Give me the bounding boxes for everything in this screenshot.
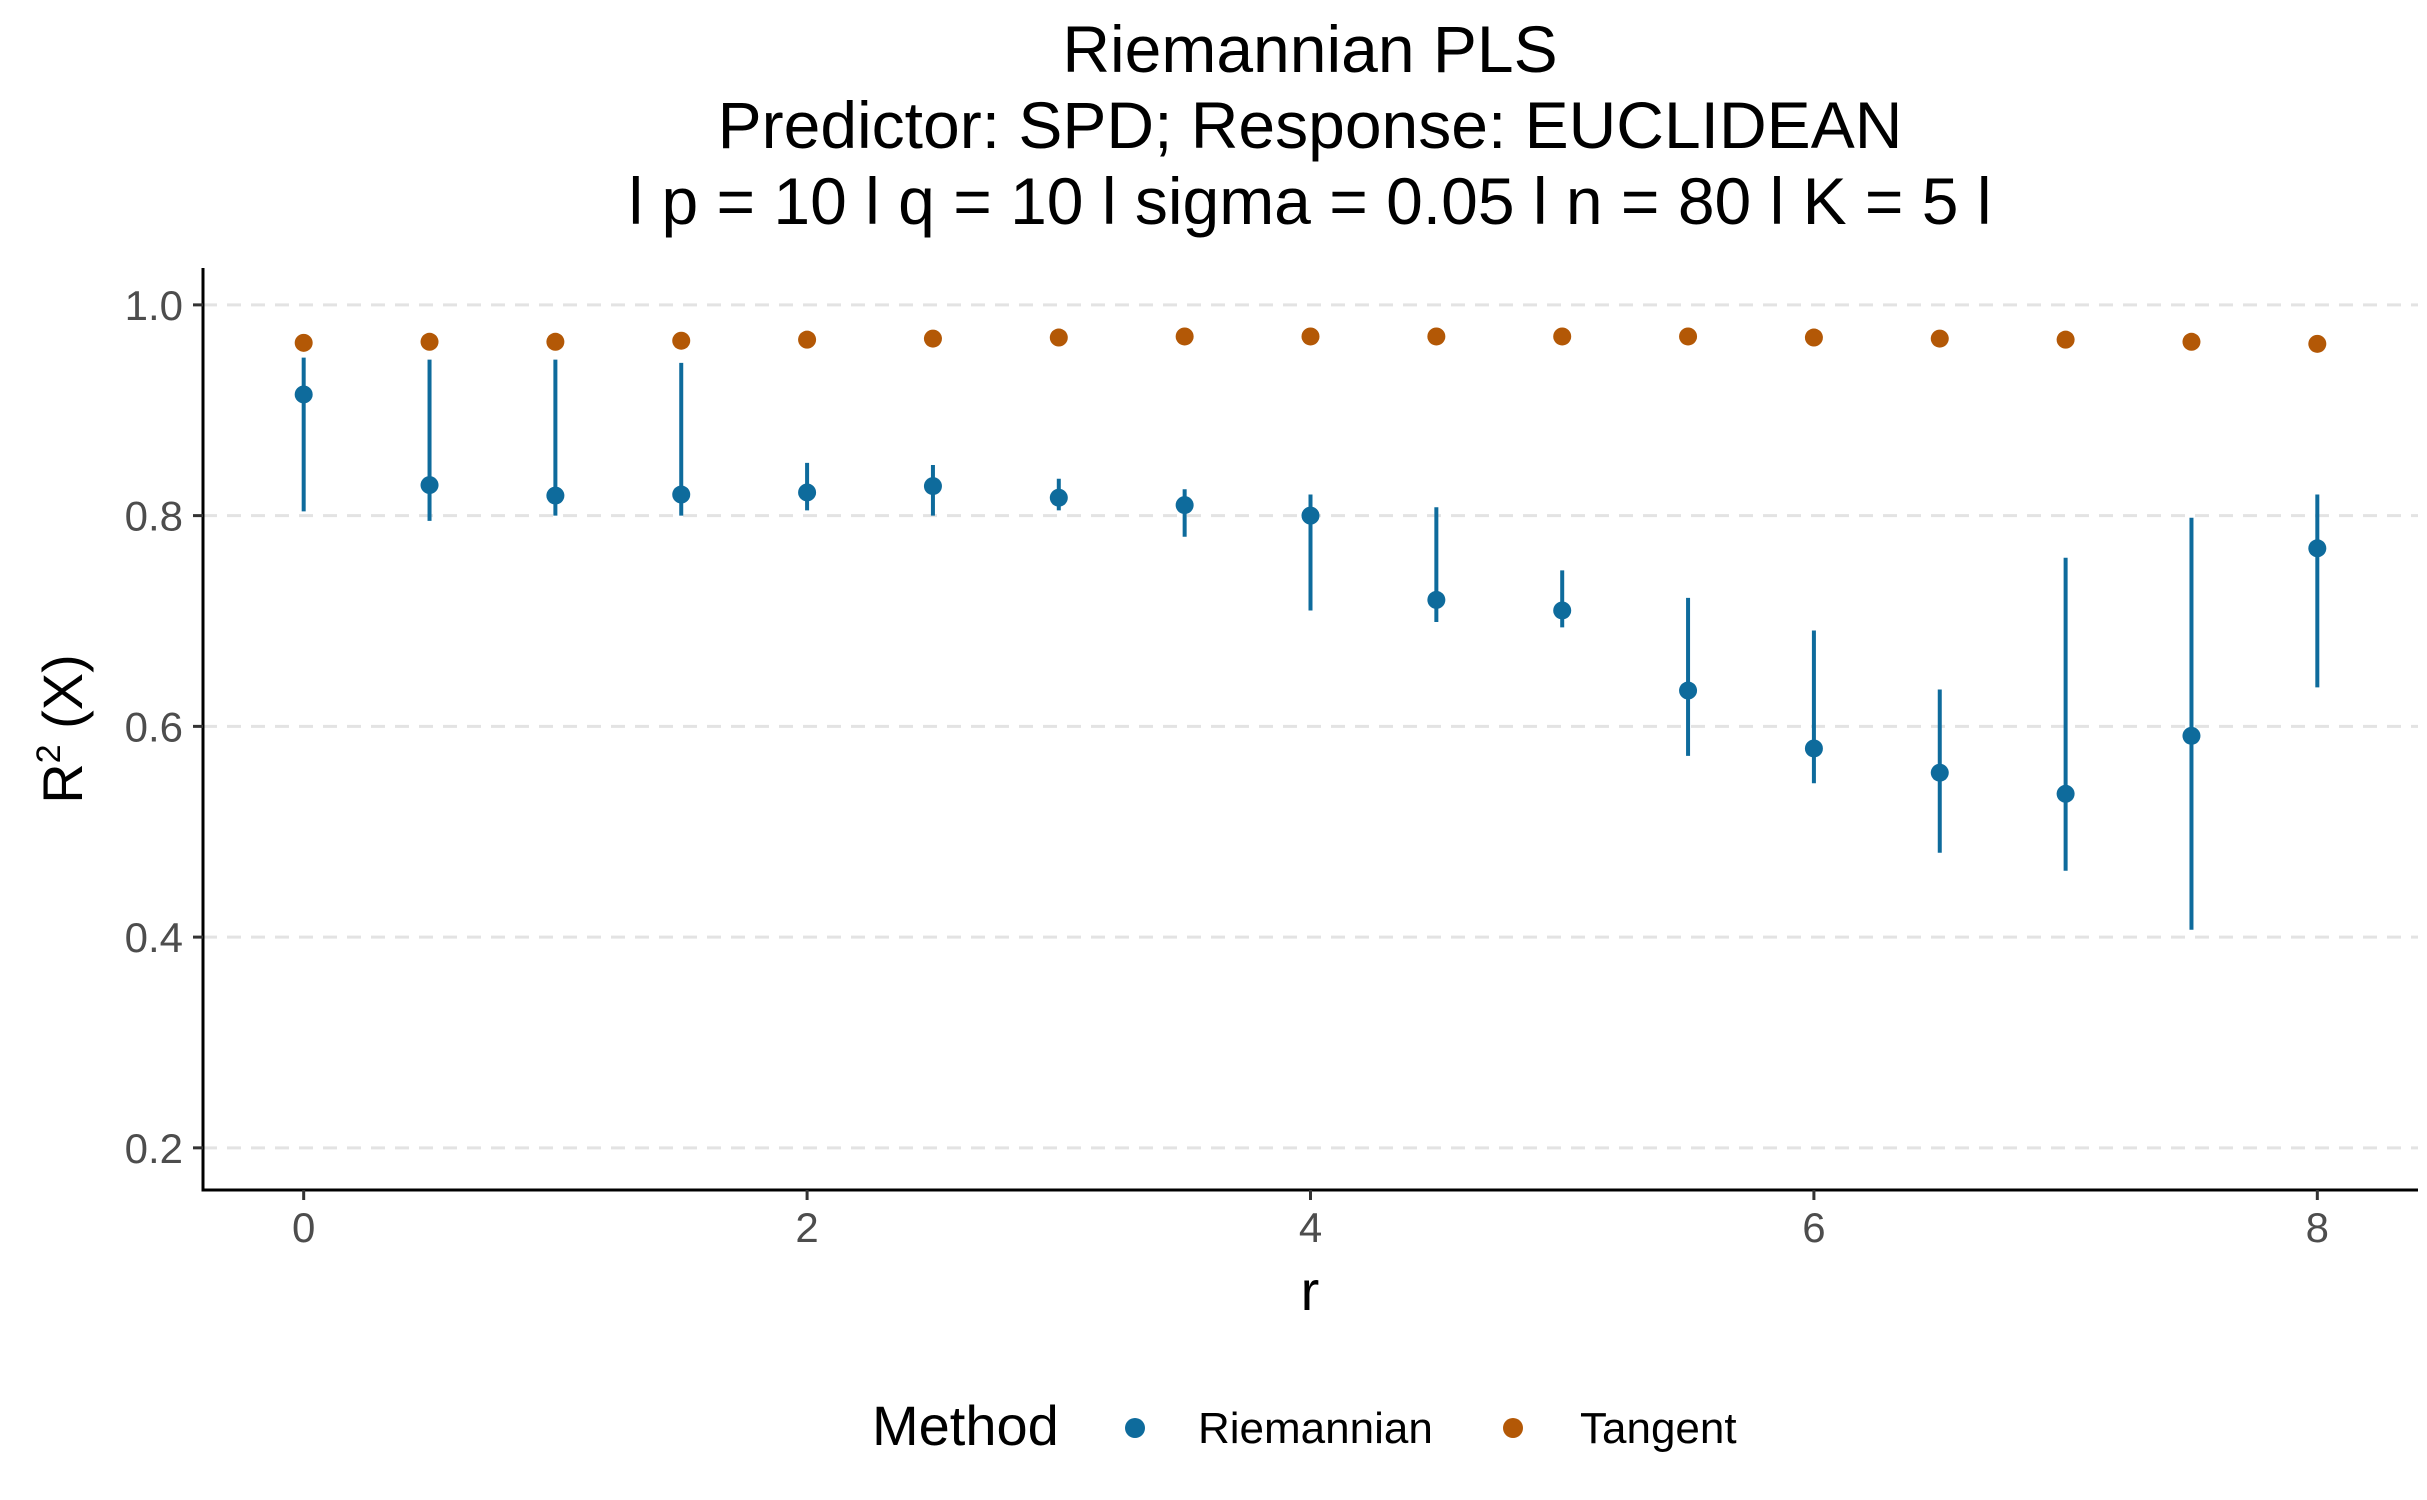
y-tick-label-0.2: 0.2: [125, 1125, 183, 1172]
point-riemannian-1: [420, 476, 439, 495]
y-axis-title-superscript: 2: [30, 744, 68, 763]
legend-key-tangent: [1503, 1418, 1523, 1438]
point-tangent-13: [1930, 329, 1949, 348]
title-line-2: Predictor: SPD; Response: EUCLIDEAN: [718, 88, 1903, 162]
point-tangent-3: [672, 331, 691, 350]
point-tangent-0: [294, 333, 313, 352]
y-tick-label-0.4: 0.4: [125, 914, 183, 961]
legend: Method Riemannian Tangent: [872, 1394, 1737, 1457]
error-bars: [301, 357, 2320, 930]
legend-title: Method: [872, 1394, 1059, 1457]
y-axis-title-text: R2 (X): [30, 654, 94, 804]
point-riemannian-4: [798, 483, 817, 502]
legend-key-riemannian: [1125, 1418, 1145, 1438]
point-riemannian-9: [1427, 590, 1446, 609]
y-tick-label-0.8: 0.8: [125, 493, 183, 540]
point-riemannian-11: [1679, 681, 1698, 700]
point-tangent-15: [2182, 332, 2201, 351]
title-line-1: Riemannian PLS: [1062, 12, 1557, 86]
point-riemannian-0: [294, 385, 313, 404]
point-riemannian-12: [1804, 739, 1823, 758]
legend-label-riemannian: Riemannian: [1198, 1404, 1433, 1453]
y-axis-title-main: R: [31, 763, 94, 803]
data-points: [294, 327, 2327, 803]
point-tangent-1: [420, 332, 439, 351]
point-tangent-7: [1175, 327, 1194, 346]
point-riemannian-13: [1930, 763, 1949, 782]
y-axis-title-rest: (X): [31, 654, 94, 744]
gridlines: [203, 303, 2418, 1150]
point-riemannian-7: [1175, 496, 1194, 515]
x-tick-label-4: 4: [1299, 1204, 1322, 1251]
x-tick-label-0: 0: [292, 1204, 315, 1251]
point-tangent-16: [2308, 334, 2327, 353]
title-line-3: l p = 10 l q = 10 l sigma = 0.05 l n = 8…: [628, 164, 1991, 238]
point-tangent-11: [1679, 327, 1698, 346]
point-riemannian-14: [2056, 784, 2075, 803]
legend-label-tangent: Tangent: [1580, 1404, 1737, 1453]
point-riemannian-2: [546, 486, 565, 505]
chart-title: Riemannian PLS Predictor: SPD; Response:…: [628, 12, 1991, 238]
x-tick-label-6: 6: [1802, 1204, 1825, 1251]
point-tangent-4: [798, 330, 817, 349]
y-axis-title: R2 (X): [30, 654, 94, 804]
point-riemannian-5: [923, 477, 942, 496]
y-axis-ticks: 0.2 0.4 0.6 0.8 1.0: [125, 282, 203, 1172]
point-tangent-14: [2056, 330, 2075, 349]
point-tangent-6: [1049, 328, 1068, 347]
point-riemannian-16: [2308, 539, 2327, 558]
point-riemannian-10: [1553, 601, 1572, 620]
point-tangent-5: [923, 329, 942, 348]
y-tick-label-0.6: 0.6: [125, 703, 183, 750]
point-tangent-8: [1301, 327, 1320, 346]
point-tangent-10: [1553, 327, 1572, 346]
x-axis-ticks: 0 2 4 6 8: [292, 1190, 2329, 1251]
point-riemannian-8: [1301, 506, 1320, 525]
point-tangent-9: [1427, 327, 1446, 346]
point-riemannian-15: [2182, 726, 2201, 745]
point-riemannian-6: [1049, 488, 1068, 507]
x-axis-title: r: [1301, 1259, 1320, 1322]
point-riemannian-3: [672, 485, 691, 504]
y-tick-label-1.0: 1.0: [125, 282, 183, 329]
point-tangent-2: [546, 332, 565, 351]
x-tick-label-2: 2: [795, 1204, 818, 1251]
point-tangent-12: [1804, 328, 1823, 347]
x-tick-label-8: 8: [2306, 1204, 2329, 1251]
